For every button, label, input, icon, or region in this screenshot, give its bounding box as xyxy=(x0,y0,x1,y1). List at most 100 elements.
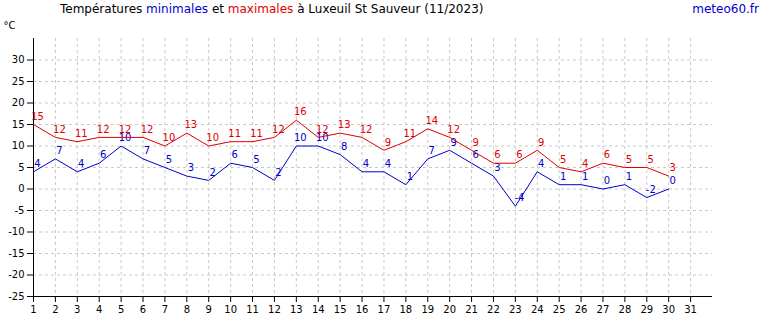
svg-text:30: 30 xyxy=(662,304,675,315)
svg-text:11: 11 xyxy=(75,128,88,139)
svg-text:6: 6 xyxy=(231,149,237,160)
svg-text:23: 23 xyxy=(509,304,522,315)
svg-text:2: 2 xyxy=(210,167,216,178)
svg-text:15: 15 xyxy=(12,119,25,130)
svg-text:12: 12 xyxy=(447,124,460,135)
svg-text:28: 28 xyxy=(619,304,632,315)
svg-text:-20: -20 xyxy=(8,269,24,280)
svg-text:0: 0 xyxy=(670,175,676,186)
svg-text:14: 14 xyxy=(312,304,325,315)
svg-text:0: 0 xyxy=(18,183,24,194)
svg-text:14: 14 xyxy=(425,115,438,126)
svg-text:11: 11 xyxy=(250,128,263,139)
svg-text:3: 3 xyxy=(670,162,676,173)
svg-text:12: 12 xyxy=(119,124,132,135)
svg-text:17: 17 xyxy=(378,304,391,315)
svg-text:5: 5 xyxy=(166,154,172,165)
svg-text:25: 25 xyxy=(553,304,566,315)
svg-text:2: 2 xyxy=(275,167,281,178)
svg-text:10: 10 xyxy=(163,132,176,143)
svg-text:1: 1 xyxy=(560,171,566,182)
svg-text:30: 30 xyxy=(12,54,25,65)
svg-text:7: 7 xyxy=(56,145,62,156)
svg-text:4: 4 xyxy=(363,158,369,169)
svg-text:15: 15 xyxy=(31,111,44,122)
svg-text:10: 10 xyxy=(206,132,219,143)
svg-text:5: 5 xyxy=(118,304,124,315)
svg-text:21: 21 xyxy=(465,304,478,315)
svg-text:6: 6 xyxy=(100,149,106,160)
svg-text:-2: -2 xyxy=(646,184,656,195)
svg-text:13: 13 xyxy=(338,119,351,130)
svg-text:20: 20 xyxy=(12,97,25,108)
svg-text:-4: -4 xyxy=(514,192,524,203)
svg-text:26: 26 xyxy=(575,304,588,315)
svg-text:6: 6 xyxy=(140,304,146,315)
svg-text:4: 4 xyxy=(34,158,40,169)
svg-text:11: 11 xyxy=(228,128,241,139)
svg-text:22: 22 xyxy=(487,304,500,315)
svg-text:20: 20 xyxy=(443,304,456,315)
svg-text:1: 1 xyxy=(582,171,588,182)
svg-text:12: 12 xyxy=(360,124,373,135)
svg-text:6: 6 xyxy=(494,149,500,160)
svg-text:9: 9 xyxy=(472,137,478,148)
svg-text:15: 15 xyxy=(334,304,347,315)
svg-text:18: 18 xyxy=(399,304,412,315)
svg-text:12: 12 xyxy=(97,124,110,135)
svg-text:19: 19 xyxy=(421,304,434,315)
svg-text:13: 13 xyxy=(184,119,197,130)
svg-text:-10: -10 xyxy=(8,226,24,237)
svg-text:27: 27 xyxy=(597,304,610,315)
svg-text:3: 3 xyxy=(74,304,80,315)
svg-text:5: 5 xyxy=(560,154,566,165)
svg-text:11: 11 xyxy=(403,128,416,139)
svg-text:31: 31 xyxy=(684,304,697,315)
svg-text:-15: -15 xyxy=(8,248,24,259)
svg-text:12: 12 xyxy=(53,124,66,135)
svg-text:11: 11 xyxy=(246,304,259,315)
svg-text:8: 8 xyxy=(341,141,347,152)
svg-text:1: 1 xyxy=(407,171,413,182)
svg-text:9: 9 xyxy=(385,137,391,148)
svg-text:°C: °C xyxy=(4,20,16,31)
svg-text:4: 4 xyxy=(96,304,102,315)
svg-text:16: 16 xyxy=(294,106,307,117)
svg-text:24: 24 xyxy=(531,304,544,315)
svg-text:2: 2 xyxy=(52,304,58,315)
svg-text:5: 5 xyxy=(18,162,24,173)
svg-text:10: 10 xyxy=(294,132,307,143)
svg-text:0: 0 xyxy=(604,175,610,186)
svg-text:-25: -25 xyxy=(8,291,24,302)
svg-text:1: 1 xyxy=(626,171,632,182)
svg-text:-5: -5 xyxy=(15,205,25,216)
svg-text:5: 5 xyxy=(626,154,632,165)
svg-text:4: 4 xyxy=(385,158,391,169)
svg-text:13: 13 xyxy=(290,304,303,315)
svg-text:7: 7 xyxy=(162,304,168,315)
svg-text:5: 5 xyxy=(253,154,259,165)
svg-text:29: 29 xyxy=(640,304,653,315)
svg-text:3: 3 xyxy=(188,162,194,173)
svg-text:12: 12 xyxy=(316,124,329,135)
svg-text:9: 9 xyxy=(538,137,544,148)
svg-text:12: 12 xyxy=(272,124,285,135)
svg-text:10: 10 xyxy=(224,304,237,315)
svg-text:6: 6 xyxy=(516,149,522,160)
svg-text:12: 12 xyxy=(268,304,281,315)
svg-text:3: 3 xyxy=(494,162,500,173)
svg-text:7: 7 xyxy=(429,145,435,156)
svg-text:25: 25 xyxy=(12,76,25,87)
svg-text:9: 9 xyxy=(206,304,212,315)
svg-text:16: 16 xyxy=(356,304,369,315)
svg-text:4: 4 xyxy=(78,158,84,169)
svg-text:12: 12 xyxy=(141,124,154,135)
svg-text:5: 5 xyxy=(648,154,654,165)
svg-text:7: 7 xyxy=(144,145,150,156)
svg-text:1: 1 xyxy=(30,304,36,315)
svg-text:6: 6 xyxy=(604,149,610,160)
svg-text:4: 4 xyxy=(582,158,588,169)
svg-text:8: 8 xyxy=(184,304,190,315)
svg-text:4: 4 xyxy=(538,158,544,169)
svg-text:10: 10 xyxy=(12,140,25,151)
